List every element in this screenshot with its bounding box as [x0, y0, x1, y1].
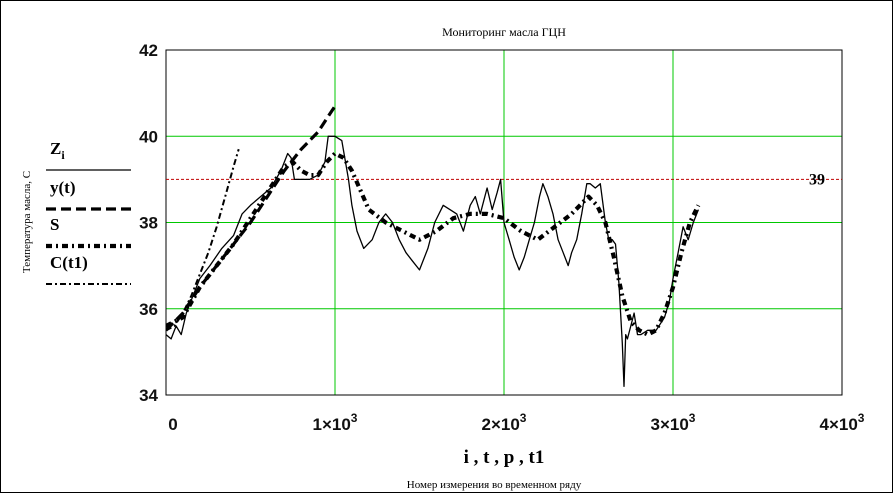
- series-line-dash-dot: [166, 148, 240, 332]
- legend: Zi y(t) S C(t1): [46, 139, 131, 285]
- x-tick-label: 1×103: [313, 411, 358, 434]
- y-tick-label: 42: [139, 41, 158, 60]
- y-axis-ticks: 34 36 38 40 42: [139, 41, 158, 405]
- plot-area: [165, 49, 843, 396]
- threshold-label: 39: [809, 171, 825, 188]
- series-line-dot-heavy: [166, 151, 701, 337]
- legend-label: Zi: [50, 139, 65, 162]
- y-tick-label: 38: [139, 214, 158, 233]
- x-axis-variables: i , t , p , t1: [464, 447, 545, 468]
- x-tick-label: 0: [168, 415, 177, 434]
- y-tick-label: 40: [139, 127, 158, 146]
- series-line-solid: [166, 135, 700, 388]
- x-tick-label: 4×103: [820, 411, 865, 434]
- legend-label: y(t): [50, 178, 75, 197]
- x-axis-label: Номер измерения во временном ряду: [407, 479, 582, 491]
- y-tick-label: 36: [139, 300, 158, 319]
- x-tick-label: 2×103: [482, 411, 527, 434]
- series-layer: [166, 105, 701, 388]
- x-tick-label: 3×103: [651, 411, 696, 434]
- legend-label: S: [50, 215, 59, 234]
- chart-title: Мониторинг масла ГЦН: [442, 25, 566, 39]
- legend-label: C(t1): [50, 253, 88, 272]
- y-axis-label: Температура масла, С: [21, 171, 33, 273]
- x-axis-ticks: 0 1×103 2×103 3×103 4×103: [168, 411, 865, 434]
- y-tick-label: 34: [139, 386, 158, 405]
